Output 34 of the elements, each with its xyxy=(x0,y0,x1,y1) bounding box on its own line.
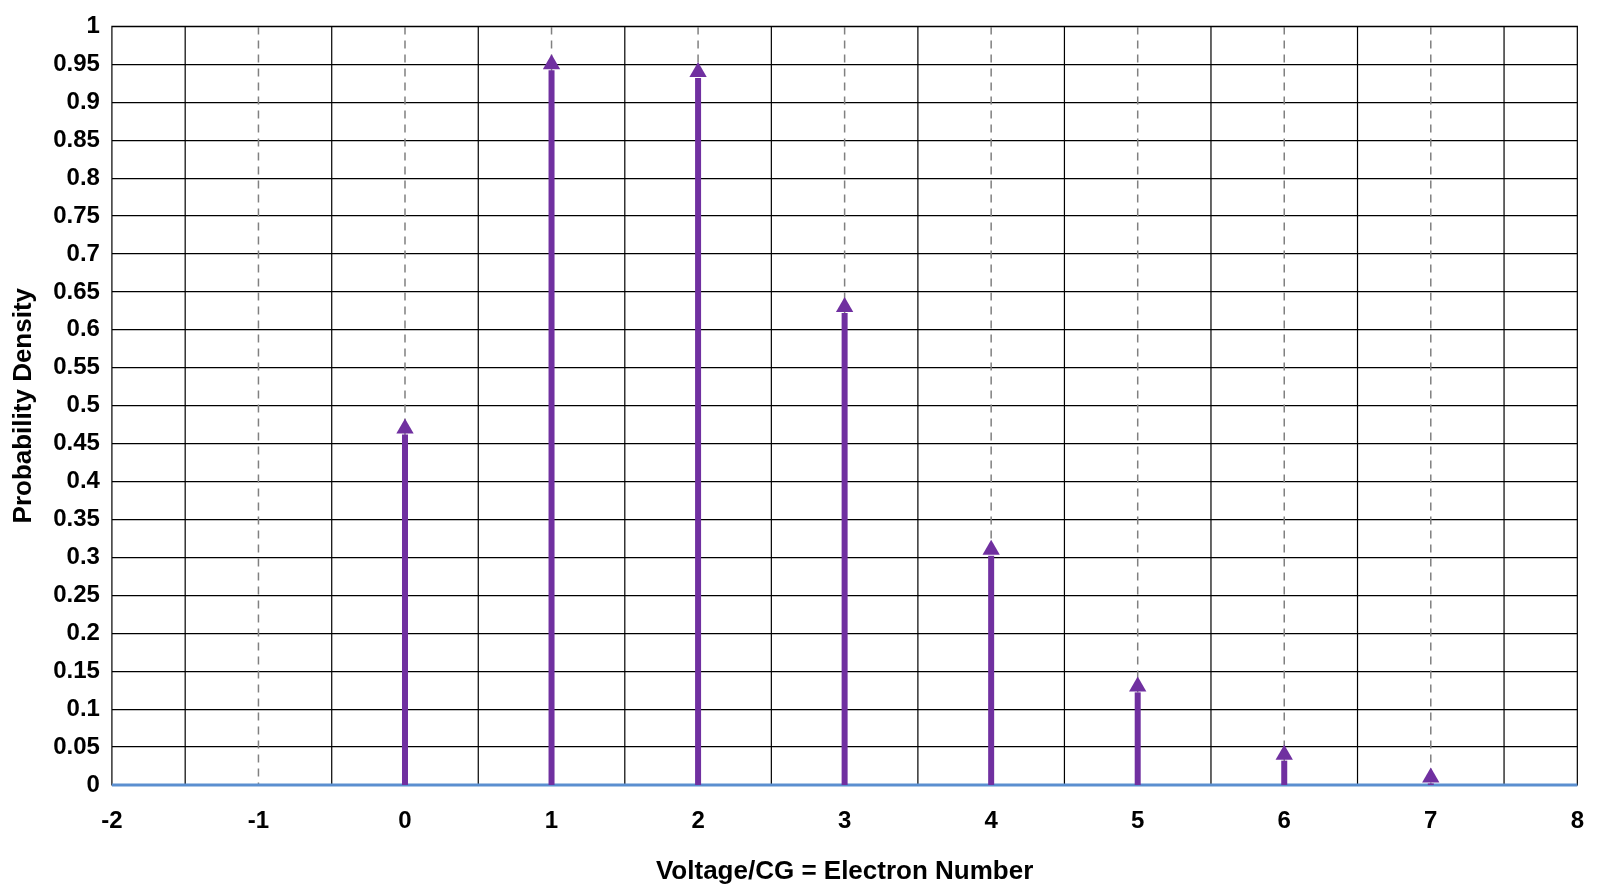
x-tick-label: 5 xyxy=(1131,806,1145,834)
x-tick-label: 3 xyxy=(837,806,852,834)
x-tick-label: 1 xyxy=(544,806,559,834)
x-tick-label: 0 xyxy=(398,806,412,834)
y-tick-label: 0.3 xyxy=(66,542,100,570)
y-tick-label: 0.7 xyxy=(66,238,100,266)
y-tick-label: 0.55 xyxy=(53,352,100,380)
y-tick-label: 0.75 xyxy=(53,200,100,228)
y-tick-label: 0.25 xyxy=(53,579,100,607)
y-tick-label: 0.85 xyxy=(53,124,100,152)
x-tick-label: -2 xyxy=(101,806,123,834)
x-axis-title: Voltage/CG = Electron Number xyxy=(655,854,1034,885)
y-tick-label: 1 xyxy=(86,11,100,39)
y-tick-label: 0.35 xyxy=(53,504,100,532)
y-tick-label: 0.05 xyxy=(53,731,100,759)
y-axis-title: Probability Density xyxy=(6,287,37,524)
y-tick-label: 0.95 xyxy=(53,48,100,76)
y-tick-label: 0.8 xyxy=(66,162,100,190)
y-tick-label: 0.5 xyxy=(66,390,100,418)
y-tick-label: 0 xyxy=(86,769,100,797)
y-tick-label: 0.2 xyxy=(66,617,100,645)
y-tick-label: 0.9 xyxy=(66,86,100,114)
y-tick-label: 0.4 xyxy=(66,466,101,494)
x-tick-label: 4 xyxy=(984,806,999,834)
y-tick-label: 0.1 xyxy=(66,693,100,721)
y-tick-label: 0.15 xyxy=(53,655,100,683)
x-tick-label: 6 xyxy=(1277,806,1291,834)
y-tick-label: 0.45 xyxy=(53,428,100,456)
x-tick-label: 7 xyxy=(1424,806,1438,834)
x-tick-label: 2 xyxy=(691,806,705,834)
x-tick-label: 8 xyxy=(1570,806,1585,834)
y-tick-label: 0.6 xyxy=(66,314,100,342)
y-tick-label: 0.65 xyxy=(53,276,100,304)
x-tick-label: -1 xyxy=(247,806,270,834)
